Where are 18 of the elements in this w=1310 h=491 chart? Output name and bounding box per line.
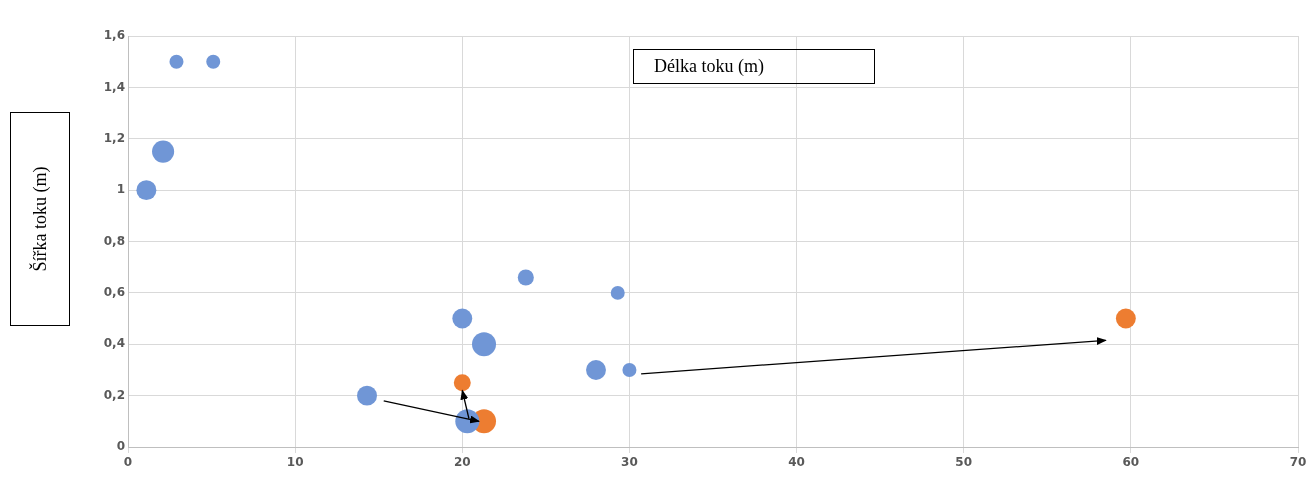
y-tick-label: 0	[116, 439, 125, 454]
x-tick-label: 50	[955, 455, 973, 470]
y-tick-label: 0,6	[103, 285, 125, 299]
x-axis-title: Délka toku (m)	[633, 49, 875, 84]
x-tick-label: 10	[286, 455, 304, 470]
y-tick-label: 1,6	[103, 28, 125, 43]
y-tick-label: 0,8	[103, 233, 125, 248]
y-tick-label: 0,4	[103, 336, 125, 351]
x-tick-label: 30	[621, 455, 638, 470]
x-tick-label: 40	[788, 455, 805, 470]
y-tick-label: 1,4	[103, 79, 125, 94]
y-tick-label: 1	[116, 182, 125, 197]
y-axis-title: Šířka toku (m)	[29, 166, 51, 272]
y-tick-label: 1,2	[103, 130, 125, 145]
x-tick-label: 60	[1122, 455, 1140, 470]
y-tick-label: 0,2	[103, 387, 125, 402]
x-tick-label: 70	[1289, 455, 1307, 470]
x-tick-label: 20	[453, 455, 471, 470]
